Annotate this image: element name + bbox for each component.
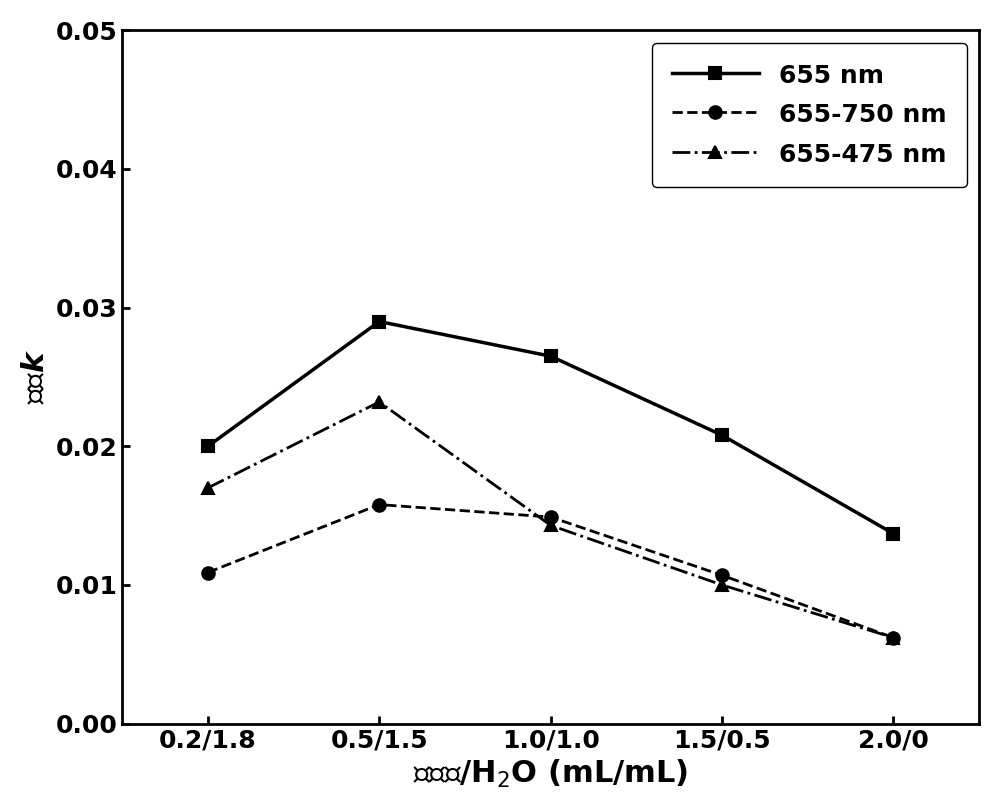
Line: 655-750 nm: 655-750 nm	[202, 498, 900, 644]
655-475 nm	[716, 580, 728, 590]
Line: 655-475 nm: 655-475 nm	[202, 396, 900, 644]
655 nm	[202, 441, 214, 451]
655-750 nm	[202, 568, 214, 577]
655 nm	[887, 529, 899, 539]
X-axis label: 电解液/H$_{2}$O (mL/mL): 电解液/H$_{2}$O (mL/mL)	[413, 758, 688, 790]
Y-axis label: 斜率$\bfit{k}$: 斜率$\bfit{k}$	[21, 350, 50, 405]
655-750 nm	[545, 513, 557, 522]
655-475 nm	[373, 397, 385, 407]
655 nm	[545, 351, 557, 361]
655-750 nm	[887, 633, 899, 642]
655 nm	[716, 431, 728, 440]
Legend: 655 nm, 655-750 nm, 655-475 nm: 655 nm, 655-750 nm, 655-475 nm	[652, 43, 967, 187]
655-475 nm	[545, 521, 557, 530]
Line: 655 nm: 655 nm	[202, 315, 900, 540]
655 nm	[373, 316, 385, 326]
655-475 nm	[202, 483, 214, 493]
655-750 nm	[716, 570, 728, 580]
655-750 nm	[373, 500, 385, 509]
655-475 nm	[887, 633, 899, 642]
